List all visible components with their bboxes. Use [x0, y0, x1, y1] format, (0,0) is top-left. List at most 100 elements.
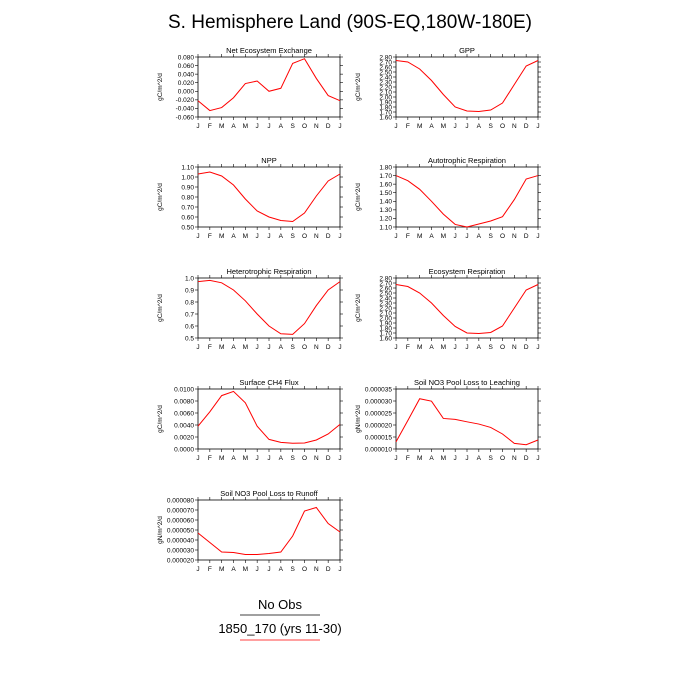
y-tick-label: 2.20 — [379, 84, 392, 91]
y-tick-label: 0.80 — [181, 194, 194, 201]
x-tick-label: J — [196, 123, 199, 130]
x-tick-label: J — [267, 566, 270, 573]
y-tick-label: 0.000015 — [365, 434, 392, 441]
x-tick-label: N — [512, 123, 517, 130]
x-tick-label: J — [196, 233, 199, 240]
x-tick-label: A — [429, 455, 434, 462]
y-tick-label: 0.000040 — [167, 537, 194, 544]
chart-title-soil-no3-pool-loss-to-runoff: Soil NO3 Pool Loss to Runoff — [220, 489, 318, 498]
x-tick-label: M — [417, 123, 422, 130]
x-tick-label: N — [314, 344, 319, 351]
x-tick-label: S — [290, 566, 295, 573]
chart-title-gpp: GPP — [459, 46, 475, 55]
x-tick-label: D — [326, 233, 331, 240]
x-tick-label: J — [536, 344, 539, 351]
y-tick-label: 2.10 — [379, 310, 392, 317]
x-tick-label: J — [196, 455, 199, 462]
x-tick-label: O — [302, 455, 307, 462]
x-tick-label: F — [208, 455, 212, 462]
y-tick-label: 2.70 — [379, 280, 392, 287]
x-tick-label: O — [302, 233, 307, 240]
series-line-soil-no3-pool-loss-to-leaching — [395, 398, 539, 446]
y-tick-label: 0.60 — [181, 214, 194, 221]
x-tick-label: A — [279, 455, 284, 462]
x-tick-label: N — [512, 344, 517, 351]
series-line-ecosystem-respiration — [395, 284, 539, 335]
x-tick-label: N — [314, 123, 319, 130]
y-tick-label: 1.10 — [181, 164, 194, 171]
x-tick-label: A — [231, 566, 236, 573]
y-tick-label: 0.70 — [181, 204, 194, 211]
x-tick-label: J — [338, 455, 341, 462]
y-tick-label: 2.10 — [379, 89, 392, 96]
x-tick-label: J — [267, 123, 270, 130]
x-tick-label: N — [314, 233, 319, 240]
x-tick-label: F — [406, 233, 410, 240]
y-tick-label: 0.000020 — [365, 422, 392, 429]
x-tick-label: F — [208, 233, 212, 240]
y-tick-label: 0.000030 — [167, 547, 194, 554]
x-tick-label: M — [441, 344, 446, 351]
y-tick-label: 1.90 — [379, 99, 392, 106]
x-tick-label: A — [231, 344, 236, 351]
y-tick-label: 2.80 — [379, 54, 392, 61]
y-tick-label: 2.40 — [379, 295, 392, 302]
y-tick-label: 0.000025 — [365, 410, 392, 417]
x-tick-label: J — [338, 123, 341, 130]
y-axis-label-surface-ch4-flux: gC/m^2/d — [157, 405, 164, 433]
x-tick-label: S — [488, 233, 493, 240]
x-tick-label: A — [231, 455, 236, 462]
y-tick-label: 2.60 — [379, 64, 392, 71]
x-tick-label: D — [326, 123, 331, 130]
chart-soil-no3-pool-loss-to-leaching: Soil NO3 Pool Loss to Leaching 0.000010 0.… — [355, 378, 541, 462]
x-tick-label: M — [243, 455, 248, 462]
chart-title-heterotrophic-respiration: Heterotrophic Respiration — [226, 267, 311, 276]
plot-frame-gpp — [395, 56, 539, 118]
x-tick-label: A — [429, 233, 434, 240]
x-tick-label: D — [326, 566, 331, 573]
x-tick-label: A — [429, 344, 434, 351]
x-tick-label: N — [314, 455, 319, 462]
y-tick-label: 2.50 — [379, 69, 392, 76]
x-tick-label: J — [338, 344, 341, 351]
x-tick-label: A — [279, 123, 284, 130]
x-tick-label: M — [219, 123, 224, 130]
y-tick-label: 0.8 — [185, 299, 194, 306]
x-tick-label: J — [465, 455, 468, 462]
page-title: S. Hemisphere Land (90S-EQ,180W-180E) — [168, 12, 532, 33]
y-tick-label: 0.000050 — [167, 527, 194, 534]
x-tick-label: D — [524, 344, 529, 351]
y-tick-label: 0.000 — [178, 89, 195, 96]
chart-title-npp: NPP — [261, 156, 276, 165]
legend: No Obs 1850_170 (yrs 11-30) — [218, 597, 342, 641]
chart-heterotrophic-respiration: Heterotrophic Respiration 0.5 0.6 0.7 0.8 0.9… — [157, 267, 343, 351]
legend-label-no-obs: No Obs — [258, 597, 303, 612]
x-tick-label: A — [279, 233, 284, 240]
x-tick-label: S — [290, 344, 295, 351]
x-tick-label: F — [208, 566, 212, 573]
plot-frame-soil-no3-pool-loss-to-leaching — [395, 388, 539, 450]
x-tick-label: A — [477, 344, 482, 351]
plot-frame-soil-no3-pool-loss-to-runoff — [197, 499, 341, 561]
chart-title-autotrophic-respiration: Autotrophic Respiration — [428, 156, 506, 165]
y-tick-label: 0.5 — [185, 335, 194, 342]
x-tick-label: J — [256, 344, 259, 351]
x-tick-label: O — [500, 123, 505, 130]
x-tick-label: J — [256, 123, 259, 130]
y-tick-label: 0.50 — [181, 224, 194, 231]
x-tick-label: A — [231, 233, 236, 240]
x-tick-label: S — [488, 455, 493, 462]
x-tick-label: M — [219, 455, 224, 462]
x-tick-label: F — [406, 123, 410, 130]
x-tick-label: J — [256, 455, 259, 462]
x-tick-label: O — [302, 123, 307, 130]
chart-ecosystem-respiration: Ecosystem Respiration 1.601.701.801.902.0… — [355, 267, 541, 351]
y-axis-label-soil-no3-pool-loss-to-runoff: gN/m^2/d — [157, 516, 164, 544]
y-tick-label: 0.000070 — [167, 507, 194, 514]
plot-frame-npp — [197, 166, 341, 228]
x-tick-label: M — [417, 455, 422, 462]
y-tick-label: 2.70 — [379, 59, 392, 66]
y-tick-label: -0.040 — [176, 106, 195, 113]
x-tick-label: M — [243, 233, 248, 240]
